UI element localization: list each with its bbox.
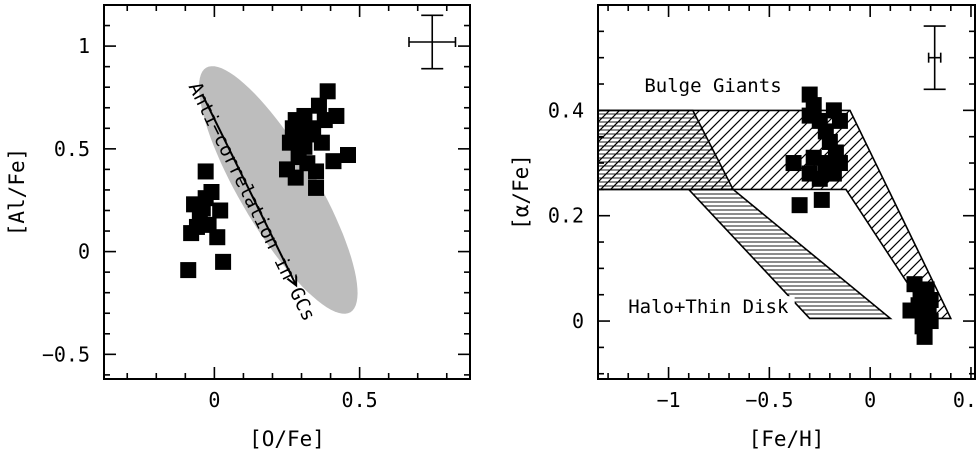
halo-thin-disk-label: Halo+Thin Disk <box>628 296 789 318</box>
plot-area <box>180 14 457 314</box>
ticks <box>104 4 470 379</box>
data-point <box>791 197 808 214</box>
data-point <box>215 253 232 270</box>
x-tick-label: 0 <box>864 388 876 412</box>
data-point <box>308 163 325 180</box>
halo-thin-disk-region-1 <box>686 188 893 320</box>
y-axis-label: [α/Fe] <box>509 154 533 230</box>
y-axis-label: [Al/Fe] <box>5 148 29 237</box>
error-bar <box>923 25 946 91</box>
y-tick-label: 0.5 <box>54 137 90 161</box>
data-point <box>825 165 842 182</box>
right-panel-alpha-feh: Bulge Giants Halo+Thin Disk −1 −0.5 0 0.5 0 0.2… <box>509 4 977 451</box>
data-point <box>319 83 336 100</box>
data-point <box>811 170 828 187</box>
y-tick-label: 0 <box>572 309 584 333</box>
data-point <box>209 229 226 246</box>
data-point <box>212 202 229 219</box>
data-point <box>197 163 214 180</box>
ticks <box>598 4 975 379</box>
data-point <box>308 179 325 196</box>
data-point <box>200 216 217 233</box>
x-tick-label: 0.5 <box>342 388 378 412</box>
data-point <box>785 155 802 172</box>
axis-frame <box>597 4 976 380</box>
data-point <box>922 313 939 330</box>
x-axis-label: [Fe/H] <box>749 427 825 451</box>
axis-frame <box>103 4 471 380</box>
bulge-giants-label: Bulge Giants <box>644 75 781 97</box>
data-point <box>203 184 220 200</box>
data-point <box>328 107 345 124</box>
y-tick-label: 0 <box>78 240 90 264</box>
data-point <box>296 138 313 155</box>
data-point <box>287 169 304 186</box>
data-point <box>325 153 342 170</box>
x-tick-label: 0.5 <box>953 388 977 412</box>
anti-correlation-arrow <box>201 94 296 284</box>
x-tick-label: −1 <box>657 388 681 412</box>
y-tick-label: −0.5 <box>42 342 90 366</box>
data-point <box>340 147 356 164</box>
gc-region-ellipse <box>199 66 358 314</box>
data-point <box>813 191 830 208</box>
plot-area <box>598 25 953 345</box>
data-point <box>831 112 848 129</box>
error-bar <box>408 14 457 70</box>
data-point <box>313 134 330 151</box>
y-tick-label: 0.4 <box>548 98 584 122</box>
x-tick-label: 0 <box>208 388 220 412</box>
x-axis-label: [O/Fe] <box>249 427 325 451</box>
data-point <box>296 107 313 124</box>
data-point <box>916 328 933 345</box>
data-point <box>310 97 327 114</box>
y-tick-label: 1 <box>78 34 90 58</box>
data-point <box>180 262 197 279</box>
y-tick-label: 0.2 <box>548 204 584 228</box>
x-tick-label: −0.5 <box>745 388 793 412</box>
data-point <box>805 149 822 166</box>
